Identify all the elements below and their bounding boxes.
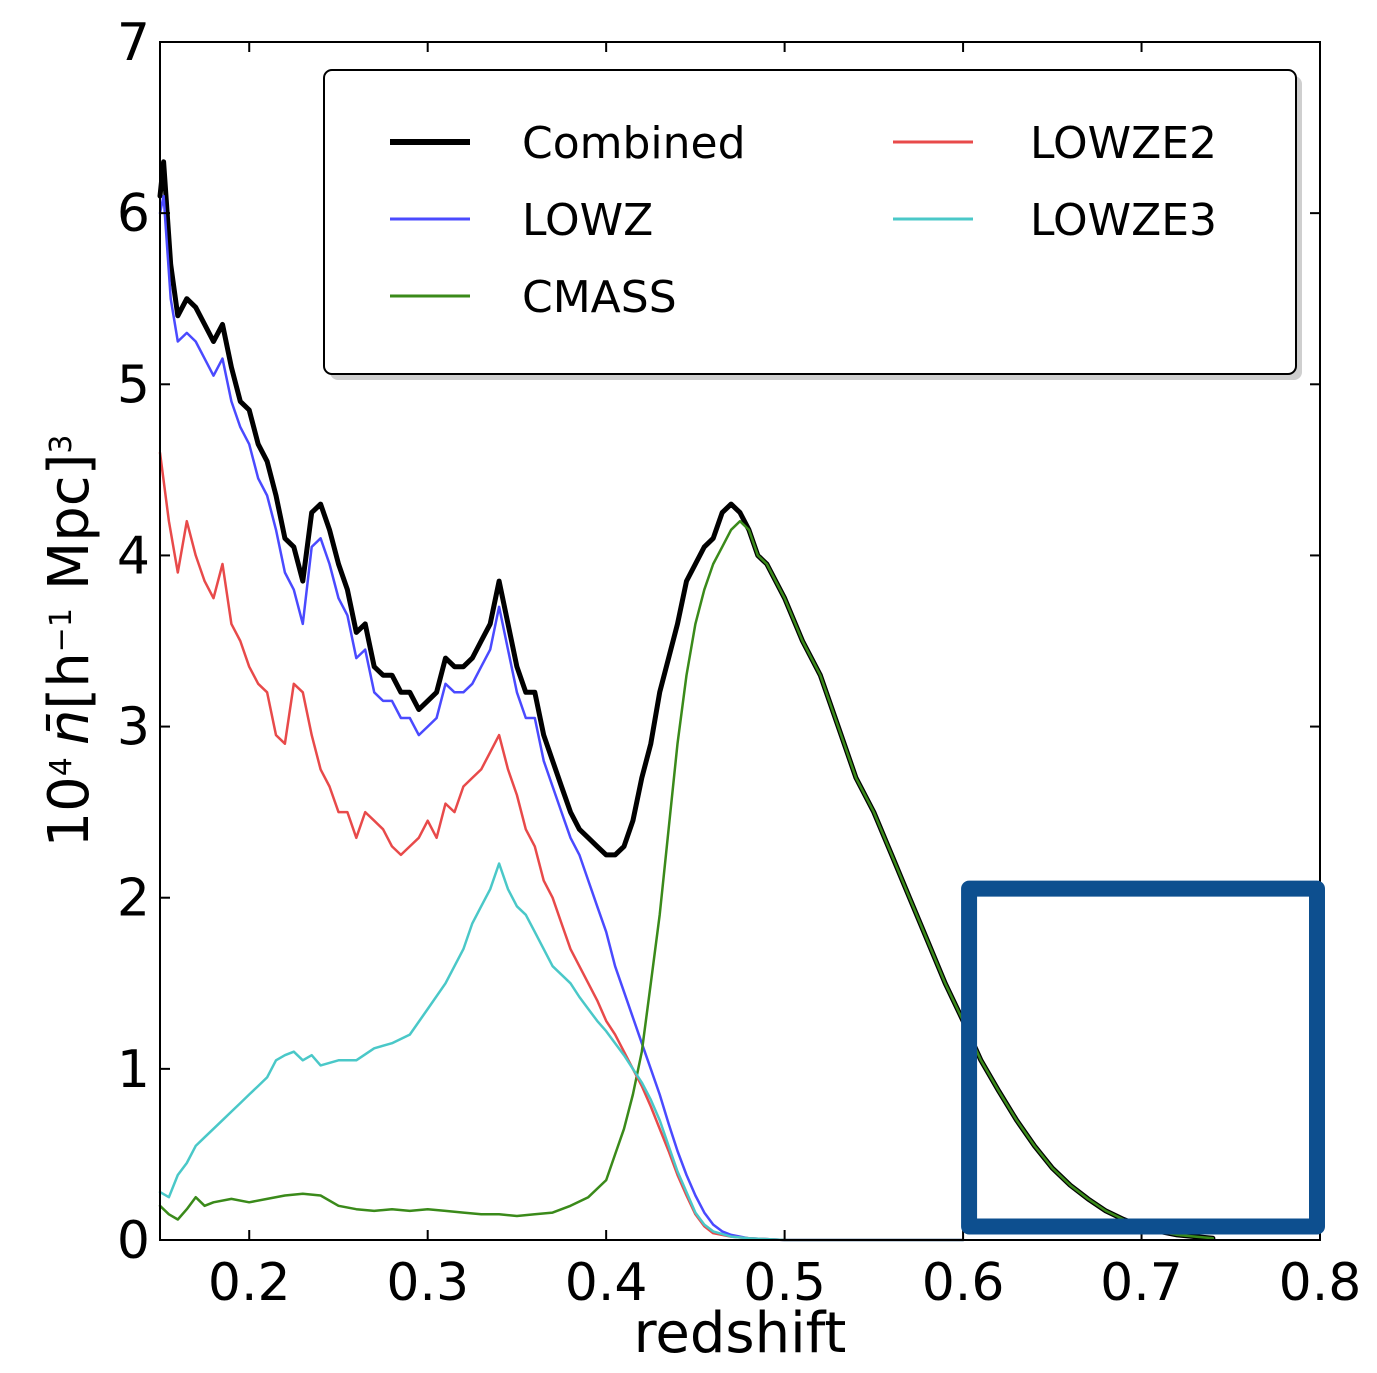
series-line-lowze2 bbox=[158, 451, 965, 1242]
y-axis-title-h-exp: −1 bbox=[44, 608, 79, 652]
x-tick-label: 0.6 bbox=[922, 1253, 1005, 1313]
y-axis-title-unit: Mpc] bbox=[37, 454, 102, 591]
y-tick-label: 0 bbox=[117, 1211, 150, 1271]
series-line-lowz bbox=[158, 194, 965, 1242]
y-axis-title-bracket: [h bbox=[37, 652, 102, 709]
legend-label-lowze3: LOWZE3 bbox=[1030, 195, 1217, 246]
y-axis-title-nbar: n̄ bbox=[37, 710, 102, 746]
x-tick-label: 0.5 bbox=[743, 1253, 826, 1313]
series-line-cmass bbox=[158, 519, 1215, 1240]
y-tick-label: 5 bbox=[117, 355, 150, 415]
y-axis-title-prefix-exp: 4 bbox=[44, 757, 79, 776]
highlight-box bbox=[961, 880, 1325, 1235]
x-tick-label: 0.8 bbox=[1279, 1253, 1362, 1313]
x-tick-label: 0.3 bbox=[386, 1253, 469, 1313]
y-axis-title-unit-exp: 3 bbox=[44, 434, 79, 453]
y-tick-label: 1 bbox=[117, 1040, 150, 1100]
y-tick-label: 3 bbox=[117, 698, 150, 758]
x-axis-title: redshift bbox=[634, 1301, 847, 1366]
plot-frame bbox=[159, 41, 1321, 1241]
y-tick-label: 4 bbox=[117, 526, 150, 586]
legend-box bbox=[323, 69, 1297, 375]
y-axis-title: 104 n̄[h−1 Mpc]3 bbox=[37, 434, 102, 847]
legend-label-cmass: CMASS bbox=[522, 272, 677, 323]
y-tick-label: 6 bbox=[117, 184, 150, 244]
legend-label-lowze2: LOWZE2 bbox=[1030, 118, 1217, 169]
y-tick-label: 2 bbox=[117, 869, 150, 929]
series-layer bbox=[157, 159, 1216, 1242]
tick-label-layer: 0.2 0.3 0.4 0.5 0.6 0.7 0.8 0 1 2 3 4 5 6 7 bbox=[117, 13, 1361, 1313]
series-line-lowze3 bbox=[158, 862, 965, 1242]
tick-layer bbox=[160, 41, 1321, 1241]
legend-label-lowz: LOWZ bbox=[522, 195, 653, 246]
legend: Combined LOWZ CMASS LOWZE2 LOWZE3 bbox=[323, 69, 1302, 380]
x-tick-label: 0.2 bbox=[208, 1253, 291, 1313]
x-tick-label: 0.7 bbox=[1100, 1253, 1183, 1313]
y-tick-label: 7 bbox=[117, 13, 150, 73]
legend-label-combined: Combined bbox=[522, 118, 746, 169]
y-axis-title-prefix: 10 bbox=[37, 776, 102, 847]
x-tick-label: 0.4 bbox=[565, 1253, 648, 1313]
